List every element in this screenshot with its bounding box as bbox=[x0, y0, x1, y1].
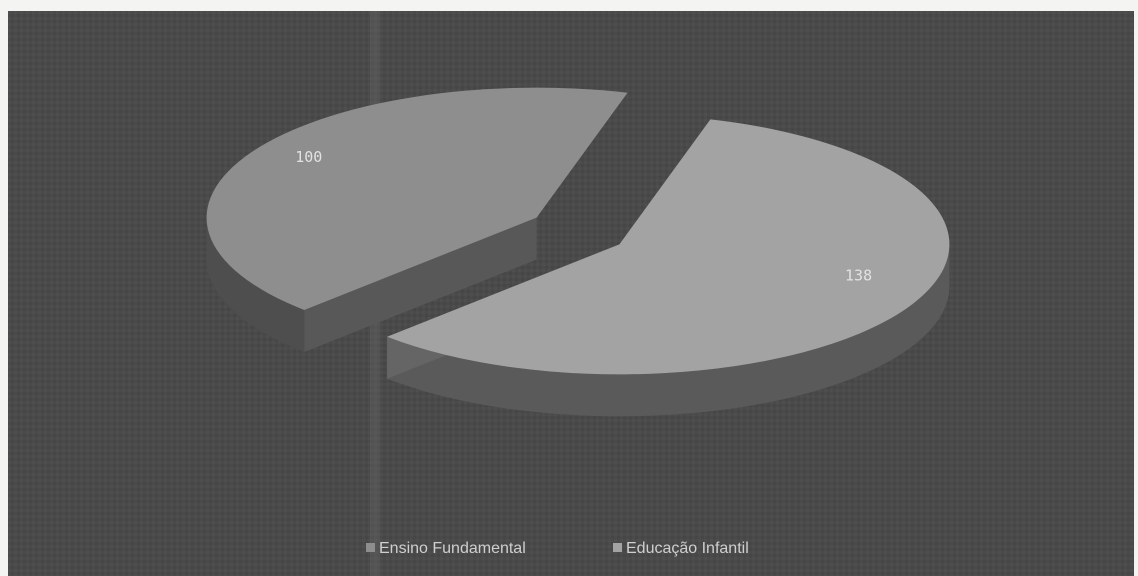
legend: Ensino Fundamental Educação Infantil bbox=[366, 540, 749, 557]
pie-slice-side-ensino-fundamental bbox=[206, 217, 305, 352]
pie-chart: 138 100 Ensino Fundamental Educação Infan… bbox=[8, 11, 1134, 576]
legend-label-educacao-infantil: Educação Infantil bbox=[626, 540, 749, 557]
chart-frame: 138 100 Ensino Fundamental Educação Infan… bbox=[8, 11, 1134, 576]
pie-slice-top-ensino-fundamental bbox=[206, 87, 628, 310]
pie-slice-top-educacao-infantil bbox=[387, 119, 950, 375]
data-label-educacao-infantil: 138 bbox=[845, 266, 872, 284]
pie-slice-side-educacao-infantil bbox=[387, 244, 950, 417]
legend-label-ensino-fundamental: Ensino Fundamental bbox=[379, 540, 526, 557]
pie-slice-educacao-infantil bbox=[387, 119, 950, 417]
pie-slice-cut-ensino-fundamental bbox=[304, 217, 537, 352]
legend-swatch-ensino-fundamental bbox=[366, 543, 375, 552]
data-label-ensino-fundamental: 100 bbox=[295, 148, 322, 166]
legend-swatch-educacao-infantil bbox=[613, 543, 622, 552]
pie-slice-ensino-fundamental bbox=[206, 87, 628, 352]
